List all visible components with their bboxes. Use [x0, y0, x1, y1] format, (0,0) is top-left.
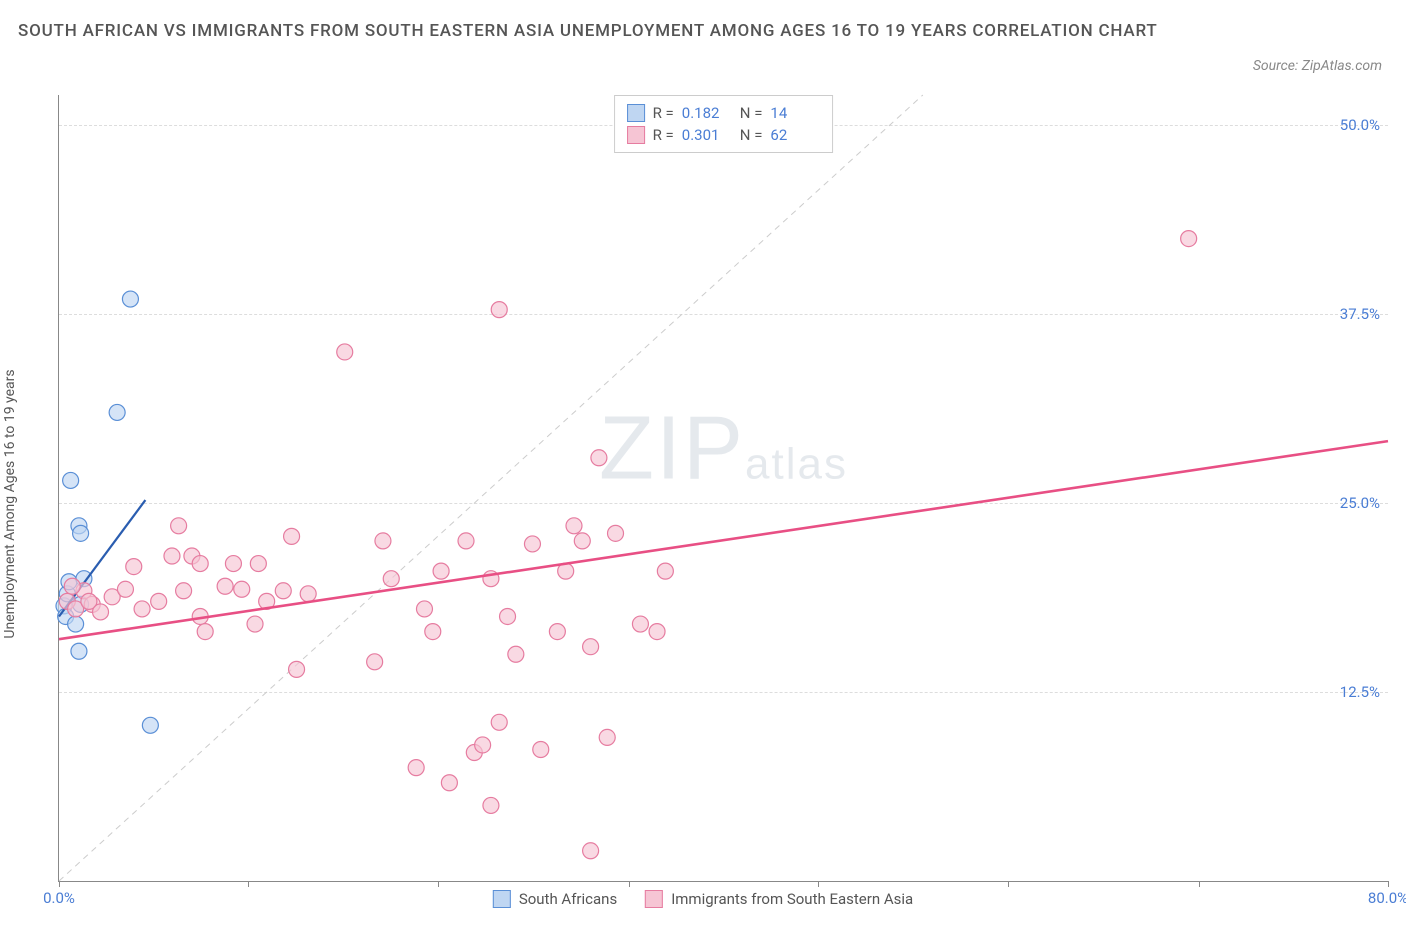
data-point — [475, 737, 491, 753]
data-point — [289, 661, 305, 677]
legend-r-value: 0.301 — [682, 126, 732, 144]
data-point — [533, 741, 549, 757]
chart-svg — [59, 95, 1388, 881]
data-point — [1181, 231, 1197, 247]
data-point — [583, 639, 599, 655]
correlation-legend: R = 0.182 N = 14 R = 0.301 N = 62 — [614, 95, 834, 153]
y-axis-label: Unemployment Among Ages 16 to 19 years — [2, 369, 18, 638]
data-point — [234, 581, 250, 597]
data-point — [284, 528, 300, 544]
data-point — [337, 344, 353, 360]
series-legend: South Africans Immigrants from South Eas… — [493, 890, 913, 908]
legend-row-sea: R = 0.301 N = 62 — [627, 124, 821, 146]
data-point — [117, 581, 133, 597]
data-point — [549, 624, 565, 640]
legend-r-value: 0.182 — [682, 104, 732, 122]
data-point — [68, 616, 84, 632]
data-point — [126, 559, 142, 575]
x-tick — [1008, 881, 1009, 887]
data-point — [151, 593, 167, 609]
x-tick — [1388, 881, 1389, 887]
data-point — [574, 533, 590, 549]
data-point — [176, 583, 192, 599]
data-point — [375, 533, 391, 549]
data-point — [64, 578, 80, 594]
data-point — [247, 616, 263, 632]
data-point — [441, 775, 457, 791]
data-point — [134, 601, 150, 617]
source-label: Source: ZipAtlas.com — [1253, 58, 1382, 74]
data-point — [433, 563, 449, 579]
data-point — [171, 518, 187, 534]
x-tick — [248, 881, 249, 887]
x-tick-label: 80.0% — [1368, 889, 1406, 907]
data-point — [491, 714, 507, 730]
legend-row-sa: R = 0.182 N = 14 — [627, 102, 821, 124]
legend-r-label: R = — [653, 126, 674, 144]
x-tick — [1199, 881, 1200, 887]
data-point — [275, 583, 291, 599]
data-point — [300, 586, 316, 602]
swatch-icon — [627, 104, 645, 122]
data-point — [599, 729, 615, 745]
data-point — [142, 717, 158, 733]
data-point — [491, 302, 507, 318]
data-point — [591, 450, 607, 466]
data-point — [225, 556, 241, 572]
data-point — [93, 604, 109, 620]
data-point — [192, 556, 208, 572]
x-tick — [59, 881, 60, 887]
legend-label: South Africans — [519, 890, 617, 908]
data-point — [164, 548, 180, 564]
data-point — [649, 624, 665, 640]
data-point — [583, 843, 599, 859]
legend-item-sea: Immigrants from South Eastern Asia — [645, 890, 913, 908]
data-point — [408, 760, 424, 776]
legend-n-label: N = — [740, 104, 763, 122]
data-point — [500, 608, 516, 624]
swatch-icon — [627, 126, 645, 144]
x-tick-label: 0.0% — [43, 889, 75, 907]
data-point — [632, 616, 648, 632]
data-point — [508, 646, 524, 662]
data-point — [367, 654, 383, 670]
data-point — [250, 556, 266, 572]
legend-label: Immigrants from South Eastern Asia — [671, 890, 913, 908]
legend-r-label: R = — [653, 104, 674, 122]
plot-area: R = 0.182 N = 14 R = 0.301 N = 62 ZIPatl… — [58, 95, 1388, 882]
data-point — [566, 518, 582, 534]
data-point — [73, 525, 89, 541]
data-point — [458, 533, 474, 549]
swatch-icon — [493, 890, 511, 908]
data-point — [524, 536, 540, 552]
data-point — [416, 601, 432, 617]
x-tick — [438, 881, 439, 887]
legend-n-value: 62 — [770, 126, 820, 144]
data-point — [608, 525, 624, 541]
data-point — [217, 578, 233, 594]
data-point — [483, 797, 499, 813]
scatter-chart: Unemployment Among Ages 16 to 19 years R… — [18, 95, 1388, 912]
legend-item-sa: South Africans — [493, 890, 617, 908]
data-point — [383, 571, 399, 587]
data-point — [122, 291, 138, 307]
data-point — [197, 624, 213, 640]
x-tick — [818, 881, 819, 887]
data-point — [63, 472, 79, 488]
chart-title: SOUTH AFRICAN VS IMMIGRANTS FROM SOUTH E… — [18, 18, 1256, 45]
x-tick — [629, 881, 630, 887]
data-point — [109, 404, 125, 420]
legend-n-value: 14 — [770, 104, 820, 122]
swatch-icon — [645, 890, 663, 908]
data-point — [71, 643, 87, 659]
data-point — [425, 624, 441, 640]
legend-n-label: N = — [740, 126, 763, 144]
data-point — [657, 563, 673, 579]
